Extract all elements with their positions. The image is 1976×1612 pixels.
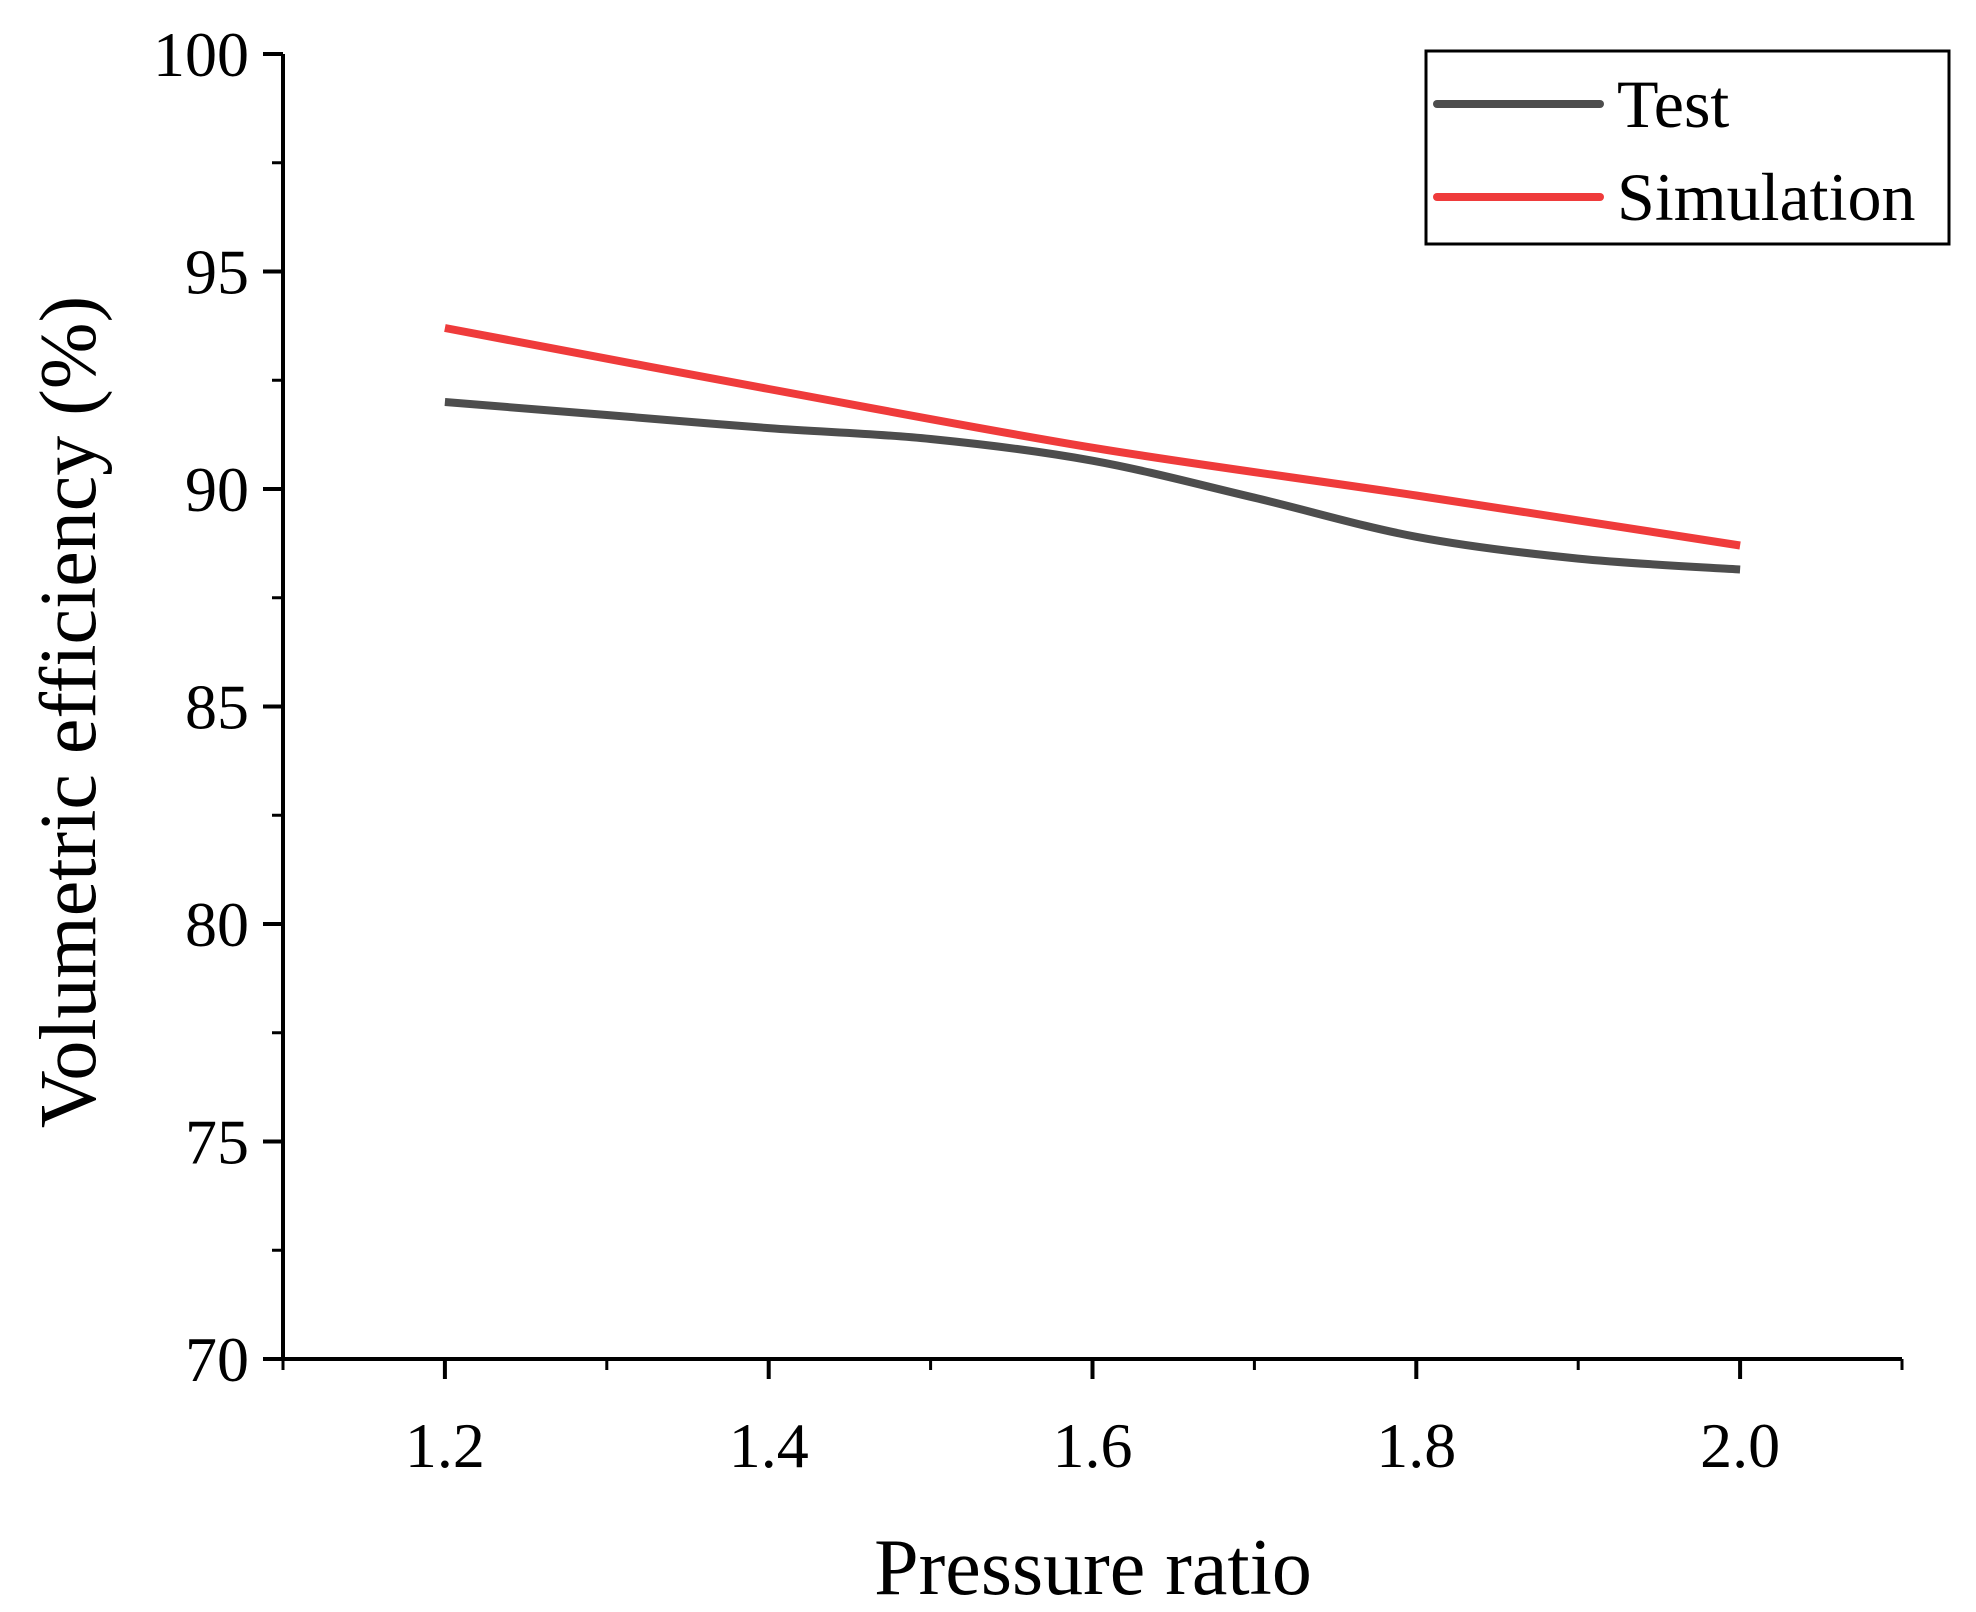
y-tick-label: 100: [153, 19, 249, 90]
y-tick-label: 90: [185, 454, 249, 525]
legend: Test Simulation: [1424, 49, 1951, 246]
x-tick-label: 1.8: [1376, 1410, 1456, 1481]
x-tick-label: 2.0: [1700, 1410, 1780, 1481]
x-tick-label: 1.6: [1053, 1410, 1133, 1481]
y-tick-label: 80: [185, 889, 249, 960]
legend-label-simulation: Simulation: [1617, 159, 1915, 235]
x-axis-title: Pressure ratio: [874, 1524, 1312, 1612]
x-tick-label: 1.4: [729, 1410, 809, 1481]
legend-label-test: Test: [1617, 66, 1729, 142]
y-axis-title: Volumetric efficiency (%): [25, 296, 113, 1128]
y-tick-label: 85: [185, 672, 249, 743]
x-tick-label: 1.2: [405, 1410, 485, 1481]
series-line-simulation: [444, 324, 1741, 550]
y-tick-label: 70: [185, 1324, 249, 1395]
y-tick-label: 75: [185, 1107, 249, 1178]
series-layer: [444, 324, 1741, 574]
series-line-test: [444, 398, 1741, 574]
axes: 70 75 80 85 90 95 100 1.2 1.4 1.6 1.8 2.0: [153, 19, 1904, 1481]
y-tick-label: 95: [185, 237, 249, 308]
legend-box: [1424, 49, 1951, 246]
